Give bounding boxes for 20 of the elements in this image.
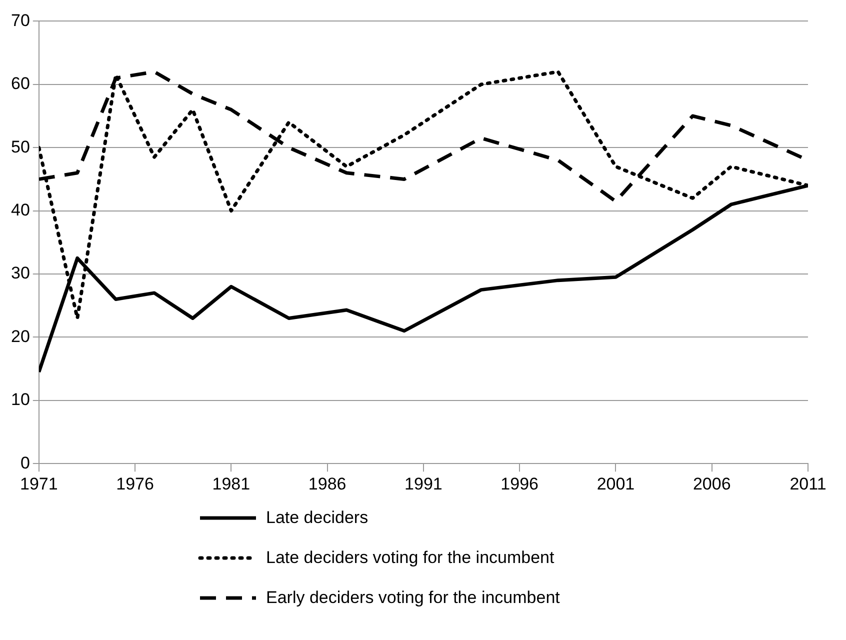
legend-label: Early deciders voting for the incumbent	[266, 588, 560, 608]
y-tick-label: 20	[10, 326, 30, 346]
y-tick-label: 10	[10, 390, 30, 410]
x-tick-label: 1981	[212, 474, 250, 494]
x-tick-label: 2001	[596, 474, 635, 494]
x-tick-label: 1996	[500, 474, 539, 494]
y-tick-label: 0	[20, 453, 30, 472]
x-tick-label: 1976	[116, 474, 154, 494]
y-tick-label: 30	[10, 264, 30, 283]
legend-label: Late deciders	[266, 508, 368, 528]
legend-label: Late deciders voting for the incumbent	[266, 548, 554, 568]
x-tick-label: 1991	[404, 474, 442, 494]
y-tick-label: 60	[10, 74, 30, 94]
x-tick-label: 2011	[790, 474, 826, 494]
y-tick-label: 70	[10, 10, 30, 30]
y-tick-label: 40	[10, 200, 30, 220]
x-tick-label: 1986	[308, 474, 346, 494]
y-tick-label: 50	[10, 137, 30, 156]
x-tick-label: 1971	[20, 474, 58, 494]
x-tick-label: 2006	[692, 474, 731, 494]
